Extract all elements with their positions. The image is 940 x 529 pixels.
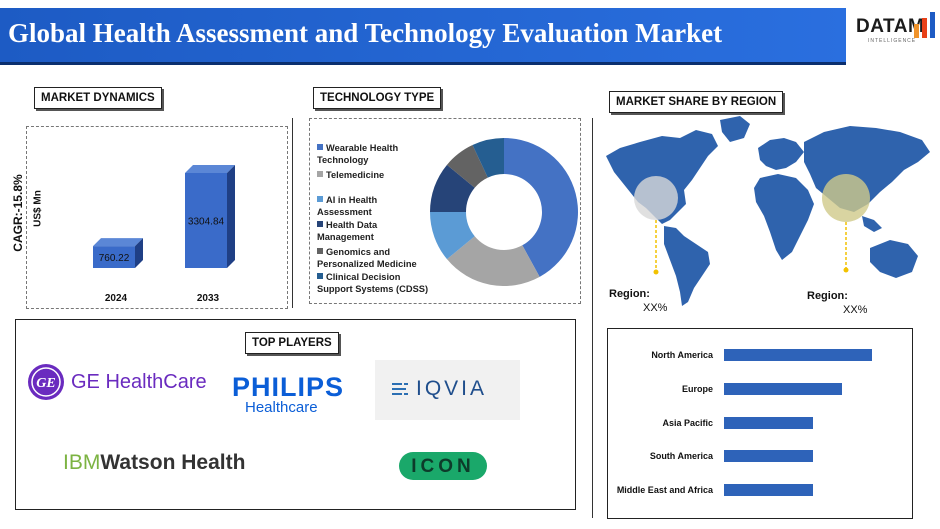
region-bar-label: Europe (681, 384, 713, 394)
bar-front (185, 173, 227, 268)
legend-label: Clinical Decision Support Systems (CDSS) (317, 272, 429, 294)
legend-item: AI in Health Assessment (317, 194, 429, 218)
iqvia-lines-icon (392, 383, 408, 395)
bar-side (227, 165, 235, 268)
bar-front (93, 246, 135, 268)
top-players-label: TOP PLAYERS (245, 332, 339, 354)
bar-2033: 3304.84 2033 (185, 165, 235, 304)
region-bar-panel (607, 328, 913, 519)
region-bar-label: South America (649, 451, 713, 461)
philips-healthcare-text: Healthcare (245, 399, 318, 416)
legend-item: Clinical Decision Support Systems (CDSS) (317, 271, 429, 295)
philips-logo: PHILIPS (232, 372, 345, 402)
region-bar (724, 484, 813, 496)
page-title: Global Health Assessment and Technology … (8, 18, 723, 48)
legend-label: Wearable Health Technology (317, 143, 399, 165)
market-share-region-label: MARKET SHARE BY REGION (609, 91, 784, 113)
x-tick-label: 2033 (197, 293, 220, 304)
legend-item: Telemedicine (317, 169, 429, 181)
world-map (606, 116, 930, 306)
legend-swatch (317, 221, 323, 227)
divider (592, 118, 593, 518)
south-america-shape (664, 226, 710, 306)
bar-data-label: 760.22 (99, 253, 130, 264)
greenland-shape (720, 116, 750, 142)
region-bar (724, 383, 843, 395)
region-bar (724, 349, 872, 361)
technology-donut-chart (430, 138, 578, 286)
legend-item: Health Data Management (317, 219, 429, 243)
svg-text:GE: GE (36, 376, 55, 391)
legend-label: Genomics and Personalized Medicine (317, 247, 417, 269)
region-2-label: Region: (807, 290, 848, 302)
watson-health-text: Watson Health (100, 451, 246, 474)
x-tick-label: 2024 (105, 293, 128, 304)
donut-slice (446, 236, 540, 286)
ge-healthcare-logo: GE HealthCare (71, 371, 207, 393)
donut-slice (430, 212, 475, 260)
divider (292, 118, 293, 308)
donut-slice (504, 138, 578, 277)
legend-swatch (317, 171, 323, 177)
top-players-panel (15, 319, 576, 510)
icon-logo-box (399, 452, 487, 480)
market-dynamics-label: MARKET DYNAMICS (34, 87, 162, 109)
logo-bars-icon (914, 12, 935, 38)
y-axis-label: US$ Mn (32, 190, 44, 227)
legend-swatch (317, 144, 323, 150)
europe-shape (758, 138, 804, 170)
region-1-value: XX% (643, 302, 668, 314)
donut-slice (430, 164, 475, 212)
logo-subtext: INTELLIGENCE (868, 38, 917, 44)
region-bar (724, 450, 813, 462)
cagr-label: CAGR:-15.8% (11, 174, 25, 252)
bar-top (93, 238, 143, 247)
ibm-watson-logo: IBMWatson Health (63, 451, 245, 475)
legend-label: Telemedicine (326, 170, 385, 180)
se-asia-shape (862, 216, 882, 232)
title-banner (0, 8, 846, 65)
icon-logo: ICON (411, 456, 475, 477)
logo-text: DATAM (856, 16, 925, 37)
legend-label: Health Data Management (317, 220, 378, 242)
legend-item: Wearable Health Technology (317, 142, 429, 166)
region-bar-label: North America (651, 350, 713, 360)
ge-logo-icon: GE (28, 364, 64, 400)
region-bar (724, 417, 813, 429)
legend-swatch (317, 196, 323, 202)
ibm-text: IBM (63, 451, 101, 474)
bar-data-label: 3304.84 (188, 217, 225, 228)
legend-swatch (317, 273, 323, 279)
market-dynamics-chart: 760.22 2024 3304.84 2033 (93, 165, 235, 304)
bar-top (185, 165, 235, 173)
region-bar-label: Asia Pacific (662, 418, 713, 428)
region-bar-label: Middle East and Africa (616, 485, 713, 495)
dynamics-panel (26, 126, 288, 309)
australia-shape (870, 240, 918, 278)
bar-side (135, 238, 143, 268)
donut-slice (446, 145, 488, 188)
technology-type-label: TECHNOLOGY TYPE (313, 87, 442, 109)
iqvia-logo: IQVIA (416, 377, 488, 400)
africa-shape (754, 174, 814, 260)
technology-panel (309, 118, 581, 304)
region-1-label: Region: (609, 288, 650, 300)
region-2-value: XX% (843, 304, 868, 316)
legend-swatch (317, 248, 323, 254)
donut-slice (472, 138, 504, 178)
legend-label: AI in Health Assessment (317, 195, 378, 217)
bar-2024: 760.22 2024 (93, 238, 143, 304)
legend-item: Genomics and Personalized Medicine (317, 246, 429, 270)
